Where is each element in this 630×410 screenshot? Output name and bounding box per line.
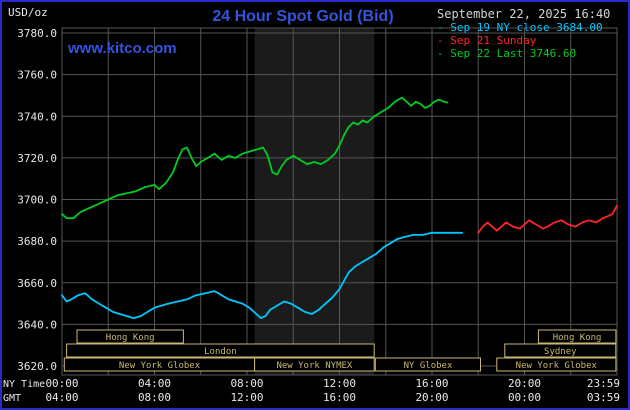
session-box [254, 357, 375, 372]
session-box [504, 343, 617, 358]
y-axis-tick-label: 3660.0 [17, 277, 57, 290]
kitco-watermark[interactable]: www.kitco.com [67, 40, 177, 57]
x-axis-tick-ny: 08:00 [230, 377, 263, 390]
ny-time-axis-label: NY Time [3, 379, 45, 390]
x-axis-tick-gmt: 03:59 [587, 391, 620, 404]
series-line-sep19 [61, 231, 464, 320]
x-axis-tick-ny: 04:00 [138, 377, 171, 390]
x-axis-tick-ny: 12:00 [323, 377, 356, 390]
y-axis-tick-label: 3680.0 [17, 235, 57, 248]
y-axis-tick-label: 3620.0 [17, 360, 57, 373]
session-box [374, 357, 481, 372]
y-axis-tick-label: 3760.0 [17, 69, 57, 82]
session-label: London [204, 347, 237, 357]
session-label: Sydney [544, 347, 577, 357]
series-line-sep22 [61, 96, 449, 220]
x-axis-tick-ny: 23:59 [587, 377, 620, 390]
session-label: Hong Kong [106, 333, 155, 343]
x-axis-tick-gmt: 20:00 [415, 391, 448, 404]
page-title: 24 Hour Spot Gold (Bid) [212, 8, 393, 25]
nymex-session-band [254, 28, 375, 375]
series-line-sep21 [477, 204, 618, 234]
x-axis-tick-ny: 20:00 [508, 377, 541, 390]
legend-item: - Sep 19 NY close 3684.00 [437, 21, 603, 34]
y-axis-tick-label: 3700.0 [17, 194, 57, 207]
session-box [66, 343, 375, 358]
y-axis-tick-label: 3780.0 [17, 27, 57, 40]
legend-item: - Sep 22 Last 3746.60 [437, 47, 576, 60]
gmt-axis-label: GMT [3, 393, 21, 404]
plot-area: 3780.0 3760.0 3740.0 3720.0 3700.0 3680.0 3660… [3, 27, 620, 404]
session-box [496, 357, 617, 372]
chart-datetime: September 22, 2025 16:40 [437, 7, 610, 21]
x-axis-tick-gmt: 16:00 [323, 391, 356, 404]
x-axis-tick-ny: 16:00 [415, 377, 448, 390]
x-axis-tick-ny: 00:00 [45, 377, 78, 390]
session-label: New York Globex [516, 361, 598, 371]
y-axis-tick-label: 3640.0 [17, 318, 57, 331]
x-axis-tick-gmt: 04:00 [45, 391, 78, 404]
session-label: NY Globex [404, 361, 453, 371]
session-label: New York NYMEX [276, 361, 352, 371]
y-axis-tick-label: 3720.0 [17, 152, 57, 165]
legend-item: - Sep 21 Sunday [437, 34, 537, 47]
session-box [76, 329, 184, 344]
x-axis-tick-gmt: 12:00 [230, 391, 263, 404]
session-label: Hong Kong [553, 333, 602, 343]
y-axis-tick-label: 3740.0 [17, 110, 57, 123]
x-axis-tick-gmt: 08:00 [138, 391, 171, 404]
legend: - Sep 19 NY close 3684.00- Sep 21 Sunday… [437, 21, 603, 60]
plot-border [61, 27, 618, 376]
x-axis-tick-gmt: 00:00 [508, 391, 541, 404]
session-label: New York Globex [119, 361, 201, 371]
session-box [537, 329, 617, 344]
units-label: USD/oz [8, 6, 48, 19]
